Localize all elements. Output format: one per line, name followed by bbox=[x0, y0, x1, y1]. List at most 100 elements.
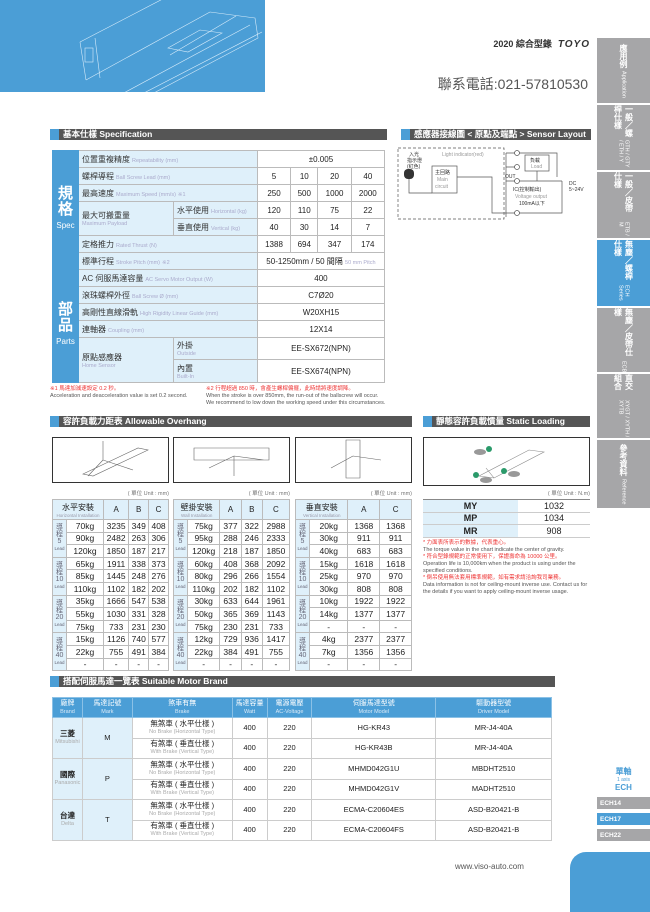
driver-model-cell: MR-J4-40A bbox=[435, 737, 552, 759]
label-current: 100mA以下 bbox=[519, 201, 545, 207]
label-repeatability: 位置重複精度 Repeatability (mm) bbox=[78, 150, 258, 168]
lead-label: 導程 40 Lead bbox=[173, 632, 188, 672]
table-row: 95kg 288 246 2333 bbox=[174, 531, 291, 546]
table-row: 110kg 1102 182 202 bbox=[53, 581, 169, 596]
cell: 2482 bbox=[102, 531, 130, 546]
model-tab[interactable]: ECH22 bbox=[597, 829, 650, 843]
cell: 35kg bbox=[66, 594, 104, 609]
linear-actuator-drawing bbox=[79, 0, 263, 92]
driver-model-cell: MBDHT2510 bbox=[435, 758, 552, 780]
sidebar-tab[interactable]: 無塵／皮帶仕樣 ECB bbox=[597, 308, 650, 374]
cell: 217 bbox=[148, 544, 169, 558]
cell: 322 bbox=[240, 519, 263, 533]
table-row: 25kg 970 970 bbox=[296, 569, 412, 583]
footer-url[interactable]: www.viso-auto.com bbox=[455, 862, 524, 871]
static-moment-notes: * 力面表所表示的數據，代表重心。 The torque value in the… bbox=[423, 540, 593, 596]
sidebar-tab[interactable]: 無塵／螺桿仕樣 ECH Series bbox=[597, 240, 650, 308]
spec-note-2: ※2 行程超過 850 時，會產生螺桿偏擺，此時請將速度調降。 When the … bbox=[206, 386, 386, 406]
cell: 246 bbox=[240, 531, 263, 546]
cell: 22kg bbox=[186, 644, 221, 659]
cell: 120kg bbox=[66, 544, 104, 558]
cell: 75kg bbox=[186, 619, 221, 634]
cell: 95kg bbox=[186, 531, 221, 546]
value-horizontal: 75 bbox=[317, 201, 352, 219]
voltage-cell: 220 bbox=[266, 758, 313, 780]
cell: 1618 bbox=[379, 556, 412, 571]
table-row: 85kg 1445 248 276 bbox=[53, 569, 169, 583]
motor-model-cell: ECMA-C20604FS bbox=[311, 819, 437, 841]
brake-cell: 有煞車 ( 垂直仕樣 ) With Brake (Vertical Type) bbox=[131, 778, 233, 800]
label-builtin: 內置 Built-In bbox=[173, 359, 258, 383]
cell: - bbox=[308, 619, 349, 634]
cell: 10kg bbox=[308, 594, 349, 609]
mark-cell: P bbox=[81, 758, 133, 800]
cell: 1377 bbox=[379, 607, 412, 621]
value-stroke: 50-1250mm / 50 間隔 50 mm Pitch bbox=[256, 252, 386, 270]
cell: 120kg bbox=[186, 544, 221, 558]
table-row: 22kg 755 491 384 bbox=[53, 644, 169, 659]
cell: 22kg bbox=[66, 644, 104, 659]
table-row: 75kg 230 231 733 bbox=[174, 619, 291, 634]
cell: 1850 bbox=[102, 544, 130, 558]
cell: - bbox=[308, 657, 349, 672]
cell: 808 bbox=[347, 581, 381, 596]
sidebar-tab[interactable]: 參考資料 Reference bbox=[597, 440, 650, 510]
cell: 14kg bbox=[308, 607, 349, 621]
model-tab[interactable]: ECH17 bbox=[597, 813, 650, 827]
label-ic: IC(控制輸出) bbox=[513, 186, 542, 193]
motor-model-cell: HG-KR43B bbox=[311, 737, 437, 759]
cell: 331 bbox=[128, 607, 150, 621]
cell: 12kg bbox=[186, 632, 221, 646]
sidebar-tab[interactable]: 應用例 Application bbox=[597, 38, 650, 105]
value-lead: 5 bbox=[256, 167, 292, 185]
cell: 90kg bbox=[66, 531, 104, 546]
label-main-circuit: 主回路 bbox=[435, 169, 450, 176]
unit-label: ( 單位 Unit : mm) bbox=[127, 491, 169, 497]
column-header: 馬達容量 Watt bbox=[231, 697, 268, 718]
value-vertical: 40 bbox=[256, 218, 292, 236]
cell: - bbox=[347, 657, 381, 672]
cell: 1554 bbox=[261, 569, 291, 583]
sidebar-tab[interactable]: 直交組合 XYGT / XYTH / XYTB bbox=[597, 374, 650, 440]
table-row: 14kg 1377 1377 bbox=[296, 607, 412, 621]
cell: 182 bbox=[240, 581, 263, 596]
moment-axis: MP bbox=[423, 512, 518, 525]
cell: 633 bbox=[219, 594, 242, 609]
column-header: 驅動器型號 Driver Model bbox=[435, 697, 552, 718]
cell: 25kg bbox=[308, 569, 349, 583]
cell: 288 bbox=[219, 531, 242, 546]
value-speed: 500 bbox=[290, 184, 319, 202]
table-row: 30kg 911 911 bbox=[296, 531, 412, 546]
cell: 547 bbox=[128, 594, 150, 609]
cell: - bbox=[347, 619, 381, 634]
lead-label: 導程 10 Lead bbox=[173, 556, 188, 596]
column-header: B bbox=[240, 499, 263, 520]
label-guide: 高剛性直線滑軌 High Rigidity Linear Guide (mm) bbox=[78, 303, 258, 321]
cell: 911 bbox=[379, 531, 412, 546]
table-row: 導程 10 Lead 65kg 1911 338 373 bbox=[52, 556, 169, 596]
label-horizontal: 水平使用 Horizontal (kg) bbox=[173, 201, 258, 219]
sidebar-tab[interactable]: 一般／皮帶仕樣 ETB / M bbox=[597, 172, 650, 240]
group-parts: 部品 Parts bbox=[52, 269, 79, 383]
watt-cell: 400 bbox=[231, 819, 268, 841]
table-row: 有煞車 ( 垂直仕樣 ) With Brake (Vertical Type) 40… bbox=[53, 778, 552, 800]
cell: 110kg bbox=[186, 581, 221, 596]
sidebar-tab[interactable]: 一般／螺桿仕樣 GTH / GTY / ETH / Y bbox=[597, 105, 650, 172]
brake-cell: 有煞車 ( 垂直仕樣 ) With Brake (Vertical Type) bbox=[131, 737, 233, 759]
cell: 75kg bbox=[66, 619, 104, 634]
cell: 65kg bbox=[66, 556, 104, 571]
model-tab[interactable]: ECH14 bbox=[597, 797, 650, 811]
column-header: A bbox=[347, 499, 381, 520]
label-thrust: 定格推力 Rated Thrust (N) bbox=[78, 235, 258, 253]
cell: 1102 bbox=[102, 581, 130, 596]
column-header: C bbox=[379, 499, 412, 520]
cell: 2377 bbox=[347, 632, 381, 646]
brake-cell: 無煞車 ( 水平仕樣 ) No Brake (Horizontal Type) bbox=[131, 799, 233, 821]
cell: - bbox=[128, 657, 150, 672]
mark-cell: T bbox=[81, 799, 133, 841]
cell: 755 bbox=[102, 644, 130, 659]
cell: 2092 bbox=[261, 556, 291, 571]
column-header: C bbox=[148, 499, 169, 520]
table-row: 三菱 Mitsubishi M 無煞車 ( 水平仕樣 ) No Brake (Horiz… bbox=[52, 717, 552, 759]
section-header-sensor-layout: 感應器接線圖 < 原點及端點 > Sensor Layout bbox=[401, 129, 591, 140]
